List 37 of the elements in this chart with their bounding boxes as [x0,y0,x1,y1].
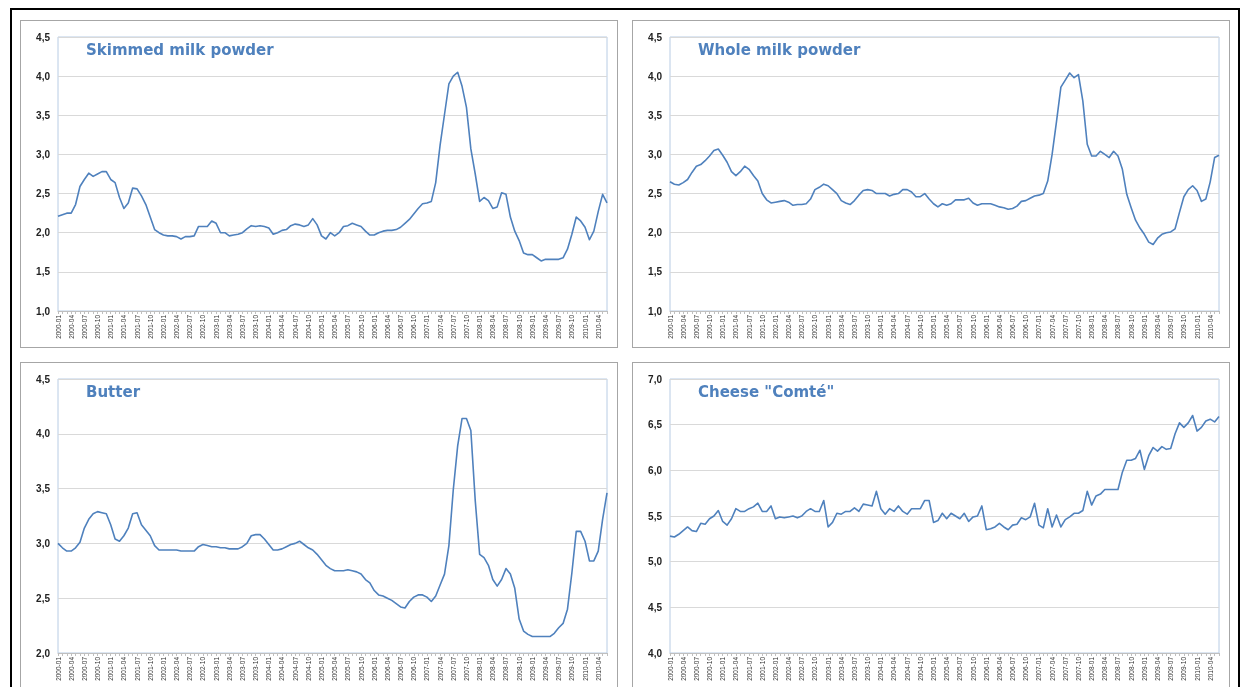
y-tick-label: 2,0 [648,227,663,239]
y-tick-label: 3,0 [36,148,51,160]
y-tick-label: 3,5 [36,483,51,495]
y-tick-label: 2,0 [36,647,51,659]
y-tick-label: 2,5 [648,188,663,200]
y-tick-label: 3,5 [648,109,663,121]
y-tick-label: 2,5 [36,592,51,604]
y-tick-label: 6,0 [648,464,663,476]
y-tick-label: 1,0 [648,305,663,317]
y-tick-label: 4,5 [648,31,663,43]
y-tick-label: 4,5 [648,601,663,613]
y-tick-label: 5,0 [648,556,663,568]
y-tick-label: 2,0 [36,227,51,239]
y-tick-label: 4,0 [648,647,663,659]
y-tick-label: 3,5 [36,109,51,121]
y-tick-label: 3,0 [648,148,663,160]
y-tick-label: 6,5 [648,419,663,431]
line-series [669,72,1220,246]
y-tick-label: 1,5 [648,266,663,278]
y-tick-label: 1,5 [36,266,51,278]
line-series [57,71,608,262]
y-tick-label: 4,5 [36,31,51,43]
y-tick-label: 4,0 [36,428,51,440]
y-tick-label: 4,0 [648,70,663,82]
chart-title: Butter [86,382,141,401]
y-tick-label: 7,0 [648,373,663,385]
y-tick-label: 3,0 [36,537,51,549]
line-series [57,417,608,638]
chart-title: Cheese "Comté" [698,382,835,401]
y-tick-label: 2,5 [36,188,51,200]
chart-title: Skimmed milk powder [86,40,275,59]
y-tick-label: 1,0 [36,305,51,317]
y-tick-label: 5,5 [648,510,663,522]
line-series [669,414,1220,538]
y-tick-label: 4,0 [36,70,51,82]
chart-title: Whole milk powder [698,40,861,59]
y-tick-label: 4,5 [36,373,51,385]
